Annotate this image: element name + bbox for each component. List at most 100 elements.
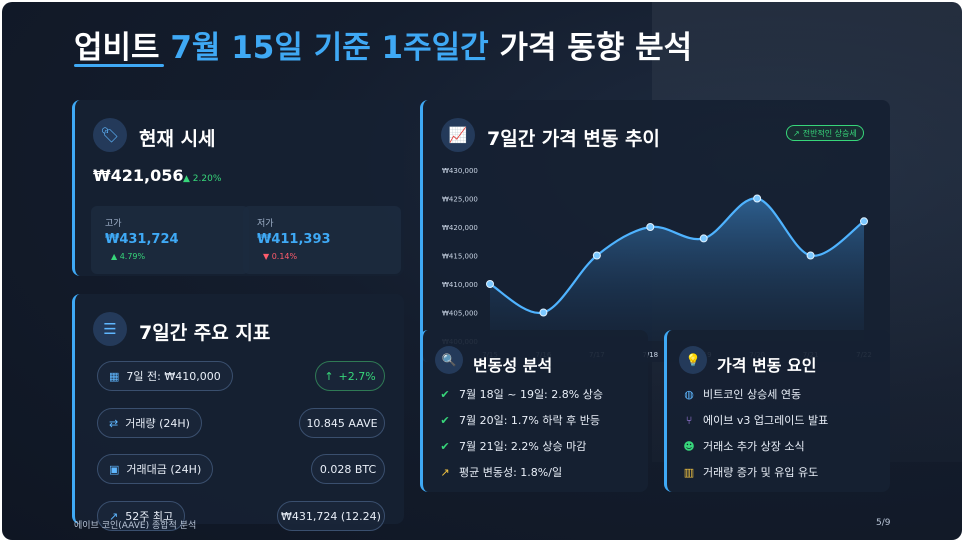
low-value: ₩411,393: [257, 232, 331, 247]
check-circle-icon: ✔: [440, 387, 450, 401]
volatility-item-1: ✔ 7월 20일: 1.7% 하락 후 반등: [437, 412, 600, 428]
trend-title: 7일간 가격 변동 추이: [487, 128, 660, 150]
data-point: [699, 234, 708, 243]
title-highlight: 7월 15일 기준 1주일간: [170, 30, 489, 66]
indicator-pill-0: ▦ 7일 전: ₩410,000: [97, 361, 233, 391]
high-change: ▲ 4.79%: [111, 252, 146, 261]
trend-badge-label: 전반적인 상승세: [802, 128, 857, 138]
factor-item-1: ⑂ 에이브 v3 업그레이드 발표: [681, 412, 829, 428]
factor-item-text: 거래량 증가 및 유입 유도: [703, 466, 819, 479]
arrow-up-icon: ↑: [324, 369, 334, 383]
title-underline: [74, 64, 164, 67]
high-label: 고가: [105, 219, 122, 229]
price-chart: ₩400,000₩405,000₩410,000₩415,000₩420,000…: [442, 167, 872, 359]
indicator-pill-2: ▣ 거래대금 (24H): [97, 454, 214, 484]
low-change: ▼ 0.14%: [263, 252, 298, 261]
chart-line-icon: 📈: [441, 118, 475, 152]
title-rest: 가격 동향 분석: [499, 30, 693, 66]
title-main: 업비트: [74, 30, 160, 66]
y-tick-label: ₩415,000: [442, 253, 478, 261]
indicator-value-0: ↑ +2.7%: [315, 361, 385, 391]
indicator-pill-3: ↗ 52주 최고: [97, 501, 186, 531]
indicator-pill-1: ⇄ 거래량 (24H): [97, 408, 202, 438]
volatility-item-0: ✔ 7월 18일 ~ 19일: 2.8% 상승: [437, 386, 603, 402]
factor-item-text: 에이브 v3 업그레이드 발표: [703, 414, 829, 427]
indicator-value-2: 0.028 BTC: [311, 454, 385, 484]
indicator-label: 7일 전: ₩410,000: [126, 370, 221, 383]
lightbulb-icon: 💡: [679, 346, 707, 374]
indicators-card: ☰ 7일간 주요 지표 ▦ 7일 전: ₩410,000 ↑ +2.7% ⇄ 거…: [72, 294, 404, 531]
trend-up-icon: ↗: [793, 128, 800, 138]
high-price-box: 고가 ₩431,724 ▲ 4.79%: [91, 206, 249, 274]
volatility-item-text: 7월 20일: 1.7% 하락 후 반등: [459, 414, 600, 427]
factor-item-text: 거래소 추가 상장 소식: [703, 440, 805, 453]
data-point: [539, 308, 548, 317]
money-icon: ▣: [109, 462, 120, 476]
y-tick-label: ₩420,000: [442, 224, 478, 232]
list-icon: ☰: [93, 312, 127, 346]
volatility-item-2: ✔ 7월 21일: 2.2% 상승 마감: [437, 438, 586, 454]
indicator-label: 52주 최고: [125, 510, 174, 523]
low-change-value: 0.14%: [271, 252, 298, 261]
calendar-icon: ▦: [109, 369, 120, 383]
volatility-item-text: 7월 18일 ~ 19일: 2.8% 상승: [459, 388, 603, 401]
current-price-card: 🏷 현재 시세 ₩421,056 ▲ 2.20% 고가 ₩431,724 ▲ 4…: [72, 100, 404, 276]
tag-icon: 🏷: [93, 118, 127, 152]
low-price-box: 저가 ₩411,393 ▼ 0.14%: [243, 206, 401, 274]
indicators-title: 7일간 주요 지표: [139, 322, 271, 344]
y-tick-label: ₩425,000: [442, 196, 478, 204]
factor-item-2: ☻ 거래소 추가 상장 소식: [681, 438, 805, 454]
current-price-change: ▲ 2.20%: [183, 174, 222, 184]
current-price-value: ₩421,056: [93, 166, 184, 185]
volatility-title: 변동성 분석: [473, 356, 553, 375]
data-point: [860, 217, 868, 226]
high-value: ₩431,724: [105, 232, 179, 247]
data-point: [806, 251, 815, 260]
globe-icon: ◍: [684, 387, 694, 401]
chart-area: [490, 198, 864, 341]
check-circle-icon: ✔: [440, 439, 450, 453]
footer-left: 에이브 코인(AAVE) 종합적 분석: [74, 521, 197, 531]
factors-card: 💡 가격 변동 요인 ◍ 비트코인 상승세 연동 ⑂ 에이브 v3 업그레이드 …: [664, 330, 890, 492]
building-icon: ▥: [683, 465, 695, 479]
y-tick-label: ₩410,000: [442, 281, 478, 289]
data-point: [486, 280, 494, 288]
chart-line-icon: ↗: [109, 509, 119, 523]
data-point: [646, 223, 655, 231]
factor-item-3: ▥ 거래량 증가 및 유입 유도: [681, 464, 818, 480]
low-label: 저가: [257, 219, 274, 229]
branch-icon: ⑂: [685, 413, 693, 427]
indicator-value-3: ₩431,724 (12.24): [277, 501, 385, 531]
search-dollar-icon: 🔍: [435, 346, 463, 374]
indicator-label: 거래량 (24H): [125, 417, 190, 430]
chart-line: [489, 197, 865, 315]
check-circle-icon: ✔: [440, 413, 450, 427]
x-tick-label: 7/18: [642, 351, 658, 359]
y-tick-label: ₩405,000: [442, 310, 478, 318]
page-number: 5/9: [876, 518, 891, 528]
indicator-value: 10.845 AAVE: [306, 416, 378, 430]
page-title: 업비트 7월 15일 기준 1주일간 가격 동향 분석: [74, 22, 692, 67]
indicator-value: +2.7%: [338, 369, 376, 383]
y-tick-label: ₩430,000: [442, 167, 478, 175]
factors-title: 가격 변동 요인: [717, 356, 817, 375]
high-change-value: 4.79%: [119, 252, 146, 261]
indicator-value-1: 10.845 AAVE: [299, 408, 385, 438]
chart-icon: ↗: [440, 465, 450, 479]
users-icon: ☻: [683, 439, 695, 453]
data-point: [592, 251, 601, 260]
volatility-item-text: 7월 21일: 2.2% 상승 마감: [459, 440, 587, 453]
volatility-item-3: ↗ 평균 변동성: 1.8%/일: [437, 464, 562, 480]
indicator-value: ₩431,724 (12.24): [281, 509, 381, 523]
volatility-card: 🔍 변동성 분석 ✔ 7월 18일 ~ 19일: 2.8% 상승 ✔ 7월 20…: [420, 330, 648, 492]
volatility-item-text: 평균 변동성: 1.8%/일: [459, 466, 563, 479]
factor-item-0: ◍ 비트코인 상승세 연동: [681, 386, 801, 402]
indicator-label: 거래대금 (24H): [126, 463, 202, 476]
trend-badge: ↗ 전반적인 상승세: [786, 125, 864, 141]
current-price-change-value: 2.20%: [192, 174, 222, 184]
exchange-icon: ⇄: [109, 416, 119, 430]
current-price-title: 현재 시세: [139, 128, 216, 150]
data-point: [753, 194, 762, 203]
factor-item-text: 비트코인 상승세 연동: [703, 388, 802, 401]
